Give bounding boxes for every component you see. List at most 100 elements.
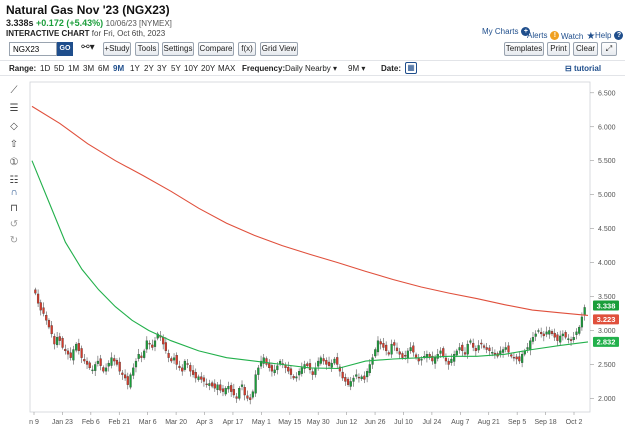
x-tick-label: Mar 6 [139,419,157,426]
candle [189,362,192,377]
candle [336,352,339,369]
range-3y[interactable]: 3Y [157,64,167,73]
range-5y[interactable]: 5Y [171,64,181,73]
function-button[interactable]: f(x) [238,42,256,56]
range-max[interactable]: MAX [218,64,236,73]
candle [374,347,377,359]
undo-icon[interactable]: ↺ [9,219,19,230]
compare-button[interactable]: Compare [198,42,234,56]
candle [444,353,448,365]
candle [387,350,390,357]
tutorial-link[interactable]: ⊟ tutorial [565,64,601,73]
x-tick-label: Jun 26 [365,419,386,426]
tutorial-icon: ⊟ [565,64,572,73]
candle [556,331,559,346]
candle [232,383,235,398]
y-tick-label: 4.000 [598,260,616,267]
candle [300,362,303,377]
candle [504,342,507,353]
candle [75,342,78,353]
candle [194,368,197,383]
arrow-icon[interactable]: ⇧ [9,139,19,150]
print-button[interactable]: Print [547,42,570,56]
range-9m[interactable]: 9M [113,64,125,73]
candle [485,342,488,354]
candle [472,338,475,352]
period-select[interactable]: 9M ▾ [348,64,366,73]
fibonacci-icon[interactable]: ☰ [9,103,19,114]
go-button[interactable]: GO [57,42,73,56]
candle [137,348,140,362]
candle [246,390,249,402]
candle [518,351,521,364]
candle [80,345,83,363]
range-5d[interactable]: 5D [54,64,65,73]
candle [553,328,556,341]
candle [110,352,113,369]
x-tick-label: Sep 18 [534,419,556,426]
watch-link[interactable]: Watch ★ [561,31,595,42]
candle [567,334,570,344]
templates-button[interactable]: Templates [504,42,544,56]
slow-moving-average-line [31,105,589,316]
candle [58,332,61,346]
grid-view-button[interactable]: Grid View [260,42,298,56]
text-tool-icon[interactable]: ☷ [9,175,19,186]
candle [561,330,564,341]
candles [34,287,586,405]
redo-icon[interactable]: ↻ [9,235,19,246]
add-study-button[interactable]: +Study [103,42,131,56]
candle [107,360,110,372]
tools-button[interactable]: Tools [135,42,159,56]
x-tick-label: Jul 10 [394,419,413,426]
x-tick-label: Feb 6 [82,419,100,426]
lock-icon[interactable]: ⊓ [10,203,18,214]
range-bar: Range: 1D 5D 1M 3M 6M 9M 1Y 2Y 3Y 5Y 10Y… [0,60,625,76]
candle [414,352,418,360]
candle [580,312,584,331]
page-title: Natural Gas Nov '23 (NGX23) [6,3,170,17]
range-2y[interactable]: 2Y [144,64,154,73]
range-3m[interactable]: 3M [83,64,95,73]
candle [406,348,409,364]
range-6m[interactable]: 6M [98,64,110,73]
x-tick-label: May 1 [252,419,271,426]
candle [289,365,293,380]
expand-icon[interactable]: ⤢ [601,42,617,56]
candle [499,346,502,358]
candle [311,368,314,380]
help-link[interactable]: Help ? [595,31,624,40]
candle [338,364,342,377]
range-20y[interactable]: 20Y [201,64,216,73]
range-1m[interactable]: 1M [68,64,80,73]
chart-type-icon[interactable]: ⚯▾ [81,42,95,53]
my-charts-link[interactable]: My Charts + [482,27,531,36]
price-chart[interactable]: 6.500 6.000 5.500 5.000 4.500 4.000 3.500 3.000… [24,80,624,432]
candle [423,351,426,360]
candle [572,331,575,343]
range-1d[interactable]: 1D [40,64,51,73]
shapes-icon[interactable]: ◇ [10,121,18,132]
calendar-icon[interactable]: ▦ [405,62,417,74]
line-tool-icon[interactable]: ⟋ [10,85,18,96]
candle [104,363,108,375]
candle [118,357,121,375]
candle [319,355,322,366]
magnet-icon[interactable]: ∩ [10,187,18,198]
symbol-input[interactable] [9,42,57,56]
frequency-select[interactable]: Daily Nearby ▾ [285,64,338,73]
range-10y[interactable]: 10Y [184,64,199,73]
candle [186,359,189,369]
clear-button[interactable]: Clear [573,42,598,56]
range-1y[interactable]: 1Y [130,64,140,73]
x-tick-label: Feb 21 [108,419,130,426]
price-tag-label: 3.223 [597,315,616,324]
alerts-link[interactable]: Alerts ! [527,31,560,40]
help-icon: ? [614,31,624,40]
number-annotation-icon[interactable]: ① [9,157,19,168]
x-tick-label: n 9 [29,419,39,426]
candle [333,356,336,366]
help-label: Help [595,31,612,40]
x-tick-label: Mar 20 [165,419,187,426]
settings-button[interactable]: Settings [162,42,194,56]
